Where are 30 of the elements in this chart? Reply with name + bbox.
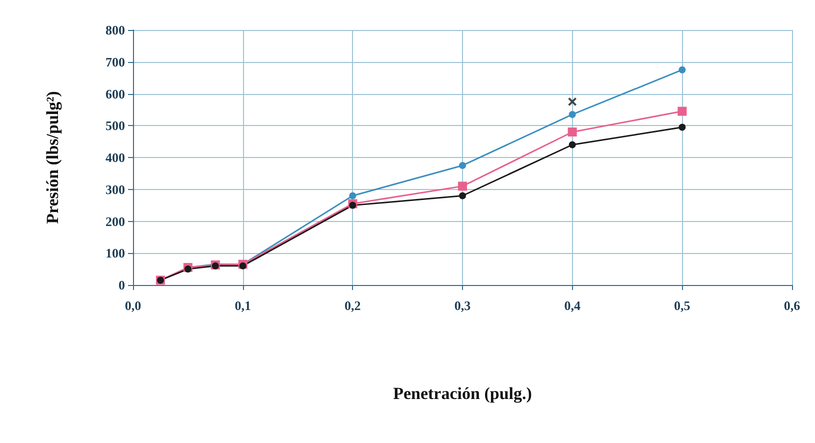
point [459,192,466,200]
x-tick-label: 0,1 [234,298,251,313]
x-axis-title: Penetración (pulg.) [393,384,532,403]
point [568,110,576,118]
y-tick-label: 100 [106,246,125,261]
y-tick-label: 300 [106,182,125,197]
x-tick-label: 0,2 [344,298,361,313]
y-tick-label: 400 [106,150,125,165]
point [459,162,466,169]
point [568,97,577,106]
point [678,124,686,131]
y-tick-label: 600 [106,86,125,102]
y-tick-label: 700 [106,54,125,70]
x-tick-label: 0,4 [564,298,581,313]
point [458,182,467,191]
point [568,141,576,148]
point [678,106,687,116]
point [349,202,356,209]
point [349,192,356,200]
x-tick-label: 0,6 [784,298,801,313]
x-tick-label: 0,3 [454,298,472,313]
y-tick-label: 200 [106,214,125,229]
y-tick-label: 0 [118,278,125,292]
point [568,128,577,136]
y-axis-title: Presión (lbs/pulg²) [43,91,62,224]
y-tick-label: 800 [106,22,125,38]
point [678,66,686,74]
x-tick-label: 0,5 [674,298,691,313]
y-tick-label: 500 [106,118,125,134]
x-tick-label: 0,0 [124,298,142,313]
